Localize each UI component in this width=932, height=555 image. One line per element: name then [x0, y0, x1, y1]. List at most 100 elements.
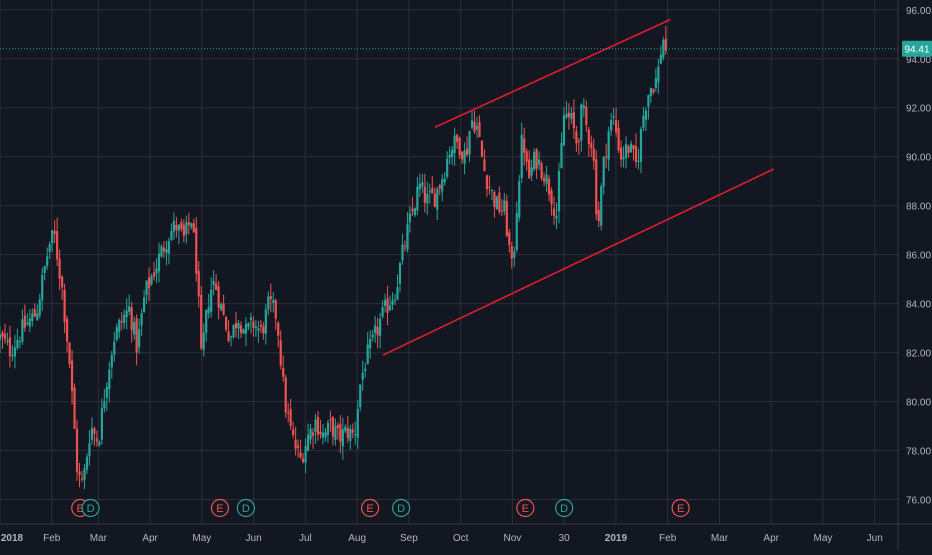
candle	[560, 132, 563, 169]
earnings-marker[interactable]: E	[671, 498, 690, 518]
candle	[436, 187, 439, 221]
candle	[222, 294, 225, 316]
candle	[150, 273, 153, 286]
candle	[403, 240, 407, 252]
candle	[525, 148, 528, 171]
candle	[458, 136, 461, 159]
x-tick-label: 2018	[1, 533, 24, 544]
candle	[334, 418, 337, 446]
dividend-marker[interactable]: D	[555, 498, 574, 518]
candle	[480, 140, 484, 158]
y-tick-label: 92.00	[906, 104, 931, 115]
x-tick-label: Oct	[453, 533, 469, 544]
candle	[115, 323, 118, 342]
candle	[319, 419, 322, 439]
candle	[364, 362, 367, 378]
candle	[11, 345, 14, 362]
earnings-marker[interactable]: E	[516, 498, 535, 518]
y-tick-label: 88.00	[906, 202, 931, 213]
candle	[68, 342, 71, 369]
candle	[162, 241, 166, 259]
candle	[70, 349, 74, 405]
candle	[582, 98, 585, 117]
trend-channel[interactable]	[382, 18, 775, 356]
candle	[192, 218, 195, 233]
y-axis-panel	[898, 0, 932, 550]
candle	[485, 174, 489, 197]
candle	[577, 137, 580, 156]
candle	[451, 145, 454, 165]
candle	[78, 462, 81, 488]
candle	[229, 335, 233, 347]
channel-upper-line[interactable]	[434, 18, 671, 129]
candle	[212, 270, 215, 296]
candle	[565, 101, 568, 120]
candle	[351, 423, 354, 439]
candle	[123, 309, 126, 329]
dividend-marker[interactable]: D	[392, 498, 411, 518]
y-tick-label: 80.00	[906, 398, 931, 409]
candle	[490, 189, 494, 201]
candle	[128, 294, 131, 316]
candle	[388, 295, 392, 312]
candle	[592, 138, 595, 170]
candle	[510, 242, 513, 269]
candle	[279, 330, 282, 370]
candle	[448, 146, 451, 165]
x-tick-label: Jun	[246, 533, 262, 544]
event-marker-label: D	[242, 503, 250, 515]
candle	[470, 110, 474, 130]
candle	[478, 115, 481, 138]
candle	[200, 285, 203, 351]
dividend-marker[interactable]: D	[81, 498, 100, 518]
candle	[1, 330, 4, 349]
candle	[426, 181, 429, 215]
candle	[642, 106, 645, 132]
candle	[48, 241, 51, 259]
candle	[155, 258, 158, 283]
candle	[88, 430, 91, 466]
candle	[215, 273, 218, 291]
x-tick-label: Mar	[90, 533, 108, 544]
candle	[43, 265, 46, 281]
candle	[639, 126, 643, 174]
candle	[622, 146, 625, 168]
candle	[344, 424, 347, 434]
candle	[172, 212, 176, 241]
candle	[652, 88, 655, 95]
candle	[495, 195, 498, 210]
y-tick-label: 86.00	[906, 251, 931, 262]
candle	[381, 300, 384, 319]
candle	[224, 315, 228, 332]
candle	[475, 116, 479, 139]
candle	[95, 430, 98, 447]
candle	[262, 322, 265, 340]
candle	[309, 423, 312, 445]
candle	[602, 156, 605, 195]
candle	[18, 336, 21, 349]
dividend-marker[interactable]: D	[236, 498, 255, 518]
x-tick-label: May	[813, 533, 832, 544]
candle	[202, 323, 205, 357]
candle	[108, 361, 111, 403]
candle	[627, 144, 630, 158]
candle	[46, 247, 49, 270]
candle	[411, 196, 414, 217]
candle	[314, 414, 317, 444]
candle	[277, 320, 280, 347]
candle	[6, 332, 9, 346]
candle	[359, 384, 362, 412]
channel-lower-line[interactable]	[382, 168, 775, 356]
candle	[167, 237, 171, 265]
candle	[282, 355, 285, 382]
candle	[267, 291, 270, 316]
earnings-marker[interactable]: E	[210, 498, 230, 518]
candle	[51, 230, 54, 252]
candle	[269, 283, 272, 313]
candle	[56, 217, 59, 266]
candle	[205, 309, 208, 342]
earnings-marker[interactable]: E	[360, 498, 380, 518]
